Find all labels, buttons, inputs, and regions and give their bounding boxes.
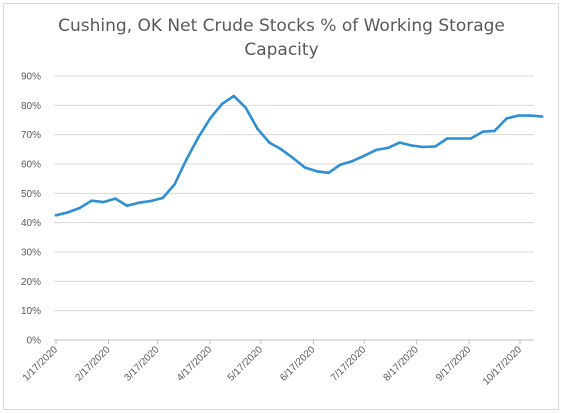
data-point bbox=[54, 214, 58, 217]
x-tick-label: 6/17/2020 bbox=[278, 344, 318, 384]
y-tick-label: 40% bbox=[21, 218, 41, 229]
data-point bbox=[149, 199, 153, 203]
series-layer bbox=[54, 94, 544, 217]
data-point bbox=[173, 183, 176, 186]
data-point bbox=[528, 114, 532, 117]
x-tick-label: 9/17/2020 bbox=[434, 344, 474, 384]
data-point bbox=[244, 106, 247, 109]
x-tick-label: 4/17/2020 bbox=[175, 344, 215, 384]
chart-title-line-1: Cushing, OK Net Crude Stocks % of Workin… bbox=[58, 16, 505, 36]
data-point bbox=[291, 156, 295, 160]
data-point bbox=[398, 141, 402, 144]
data-point bbox=[386, 146, 390, 150]
data-point bbox=[410, 144, 413, 147]
y-tick-label: 10% bbox=[21, 306, 41, 317]
x-tick-label: 10/17/2020 bbox=[481, 344, 524, 387]
data-point bbox=[279, 148, 283, 151]
y-tick-label: 60% bbox=[21, 160, 41, 171]
data-point bbox=[362, 154, 366, 158]
data-point bbox=[517, 114, 520, 117]
y-tick-label: 30% bbox=[21, 248, 41, 259]
data-point bbox=[505, 117, 508, 120]
y-tick-label: 80% bbox=[21, 101, 41, 112]
data-point bbox=[315, 170, 319, 173]
x-axis-tick-marks bbox=[55, 340, 521, 344]
data-point bbox=[351, 159, 354, 163]
x-tick-label: 3/17/2020 bbox=[122, 344, 162, 384]
chart-title: Cushing, OK Net Crude Stocks % of Workin… bbox=[0, 14, 563, 62]
data-point bbox=[208, 117, 212, 120]
data-point bbox=[102, 200, 105, 204]
data-point bbox=[493, 129, 496, 133]
data-point bbox=[540, 115, 544, 118]
x-tick-label: 7/17/2020 bbox=[329, 344, 369, 384]
x-tick-label: 5/17/2020 bbox=[226, 344, 266, 384]
x-tick-label: 1/17/2020 bbox=[21, 344, 61, 384]
data-point bbox=[434, 145, 437, 148]
data-point bbox=[196, 136, 200, 139]
x-tick-label: 2/17/2020 bbox=[73, 344, 113, 384]
data-point bbox=[137, 201, 141, 204]
data-point bbox=[90, 199, 93, 202]
y-tick-label: 0% bbox=[27, 336, 42, 347]
data-point bbox=[125, 204, 129, 207]
chart-frame bbox=[3, 3, 559, 410]
data-point bbox=[445, 137, 449, 140]
y-tick-label: 70% bbox=[21, 130, 41, 141]
data-point bbox=[78, 206, 81, 210]
x-tick-label: 8/17/2020 bbox=[382, 344, 422, 384]
gridlines bbox=[54, 75, 534, 341]
data-point bbox=[374, 148, 378, 152]
y-tick-label: 20% bbox=[21, 277, 41, 288]
data-point bbox=[256, 127, 259, 131]
data-point bbox=[327, 171, 330, 175]
x-axis-tick-labels: 1/17/2020 2/17/2020 3/17/2020 4/17/2020 5/17… bbox=[21, 344, 525, 387]
data-point bbox=[422, 145, 425, 149]
data-point bbox=[303, 166, 307, 169]
chart-title-line-2: Capacity bbox=[244, 40, 319, 60]
data-point bbox=[469, 137, 473, 140]
data-point bbox=[66, 211, 70, 214]
series-line bbox=[54, 94, 544, 217]
data-point bbox=[161, 196, 164, 200]
y-axis-tick-labels: 0% 10% 20% 30% 40% 50% 60% 70% 80% 90% bbox=[21, 72, 41, 347]
data-point bbox=[220, 102, 224, 106]
data-point bbox=[481, 130, 485, 133]
data-point bbox=[232, 94, 236, 98]
data-point bbox=[114, 197, 117, 200]
data-point bbox=[185, 158, 188, 161]
y-tick-label: 90% bbox=[21, 72, 41, 83]
data-point bbox=[457, 137, 461, 140]
data-point bbox=[339, 163, 342, 166]
y-tick-label: 50% bbox=[21, 189, 41, 200]
data-point bbox=[268, 141, 271, 144]
